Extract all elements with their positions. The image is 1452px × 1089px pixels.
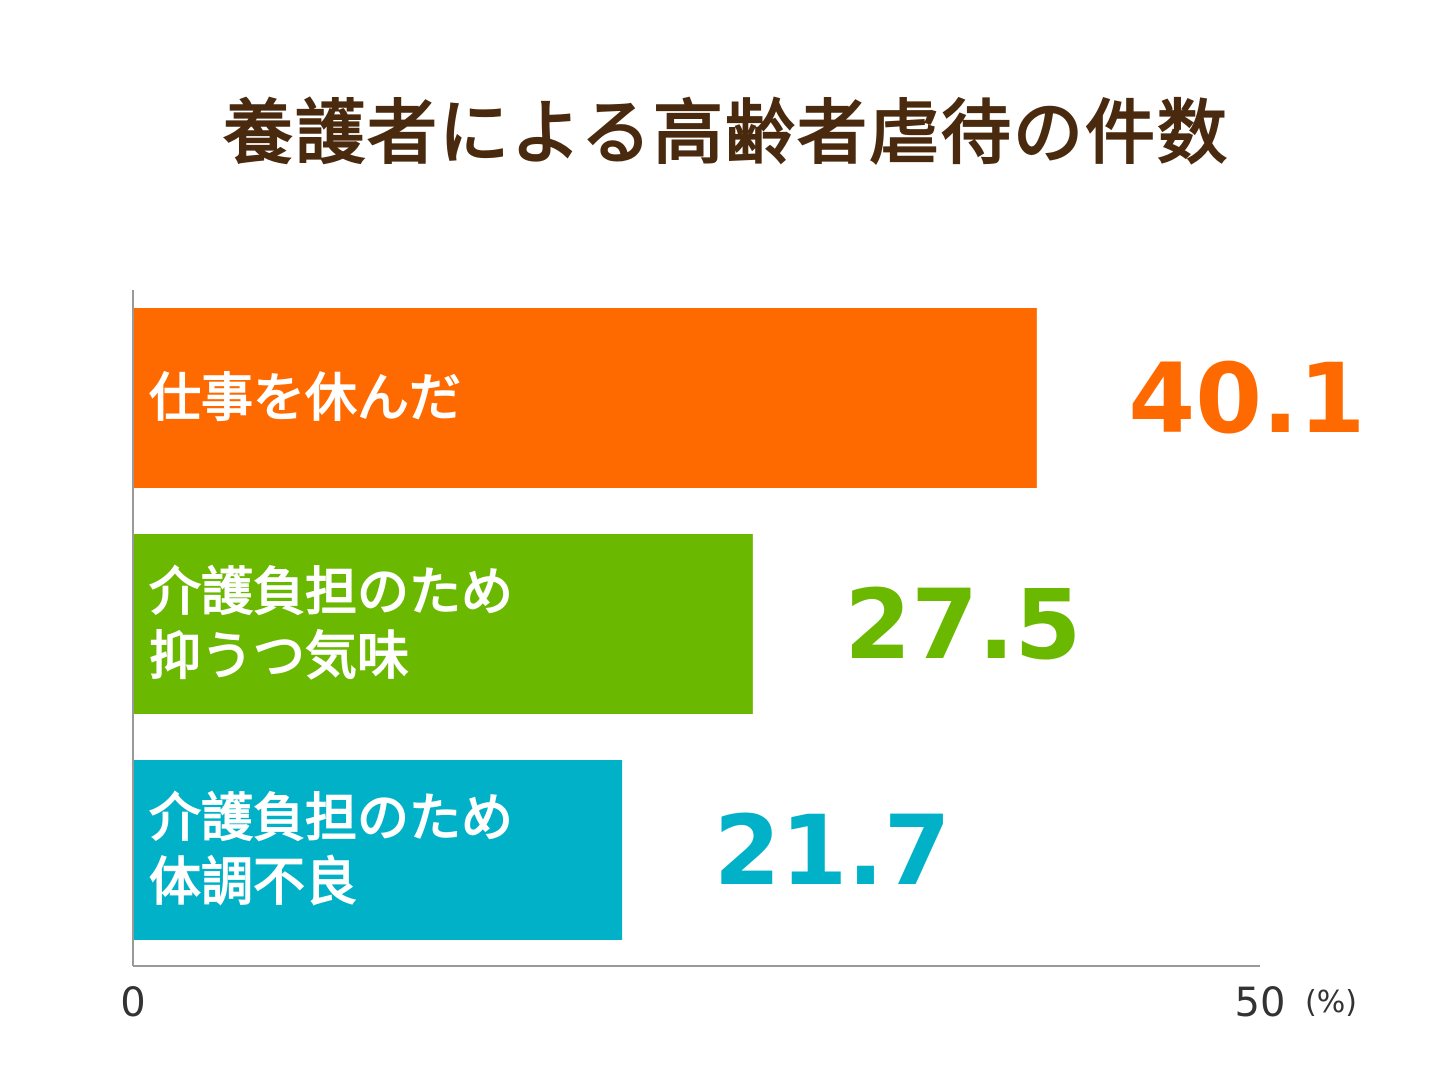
bar-value-label-2: 21.7 [714, 795, 951, 907]
x-tick-label-50: 50 [1235, 980, 1286, 1026]
x-unit-label: (%) [1305, 985, 1357, 1020]
bar-1 [133, 534, 753, 714]
bar-category-label-1-1: 抑うつ気味 [149, 627, 409, 687]
bar-0 [133, 308, 1037, 488]
x-tick-label-0: 0 [120, 980, 145, 1026]
bar-category-label-0-0: 仕事を休んだ [149, 369, 461, 429]
bar-category-label-1-0: 介護負担のため [149, 563, 513, 623]
bar-category-label-2-0: 介護負担のため [149, 789, 513, 849]
bar-category-label-2-1: 体調不良 [149, 853, 357, 913]
bar-value-label-1: 27.5 [844, 569, 1081, 681]
bar-2 [133, 760, 623, 940]
bar-value-label-0: 40.1 [1128, 343, 1365, 455]
chart-title: 養護者による高齢者虐待の件数 [223, 92, 1229, 174]
